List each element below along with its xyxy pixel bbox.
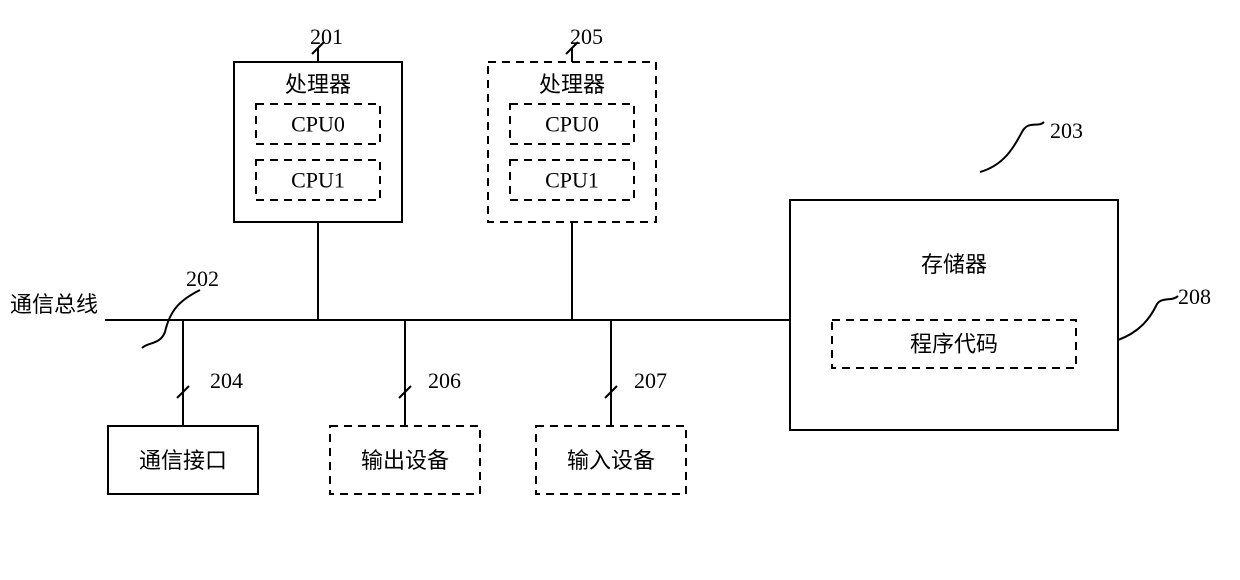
ref-202: 202	[186, 266, 219, 291]
output-title: 输出设备	[361, 448, 449, 473]
input-title: 输入设备	[567, 448, 655, 473]
proc2-sub-0-label: CPU0	[545, 112, 599, 137]
proc1-sub-0-label: CPU0	[291, 112, 345, 137]
ref-208: 208	[1178, 284, 1211, 309]
ref-201: 201	[310, 24, 343, 49]
ref-206: 206	[428, 368, 461, 393]
proc1-title: 处理器	[285, 72, 351, 97]
ref-207: 207	[634, 368, 667, 393]
memory-sub-0-label: 程序代码	[910, 332, 998, 357]
leader-208	[1118, 296, 1178, 340]
proc1-sub-1-label: CPU1	[291, 168, 345, 193]
bus-label: 通信总线	[10, 292, 98, 317]
diagram-canvas: 通信总线202处理器CPU0CPU1201处理器CPU0CPU1205存储器程序…	[0, 0, 1240, 580]
proc2-title: 处理器	[539, 72, 605, 97]
memory-box	[790, 200, 1118, 430]
proc2-sub-1-label: CPU1	[545, 168, 599, 193]
ref-203: 203	[1050, 118, 1083, 143]
leader-203	[980, 122, 1044, 172]
memory-title: 存储器	[921, 252, 987, 277]
ref-204: 204	[210, 368, 243, 393]
comm_if-title: 通信接口	[139, 448, 227, 473]
